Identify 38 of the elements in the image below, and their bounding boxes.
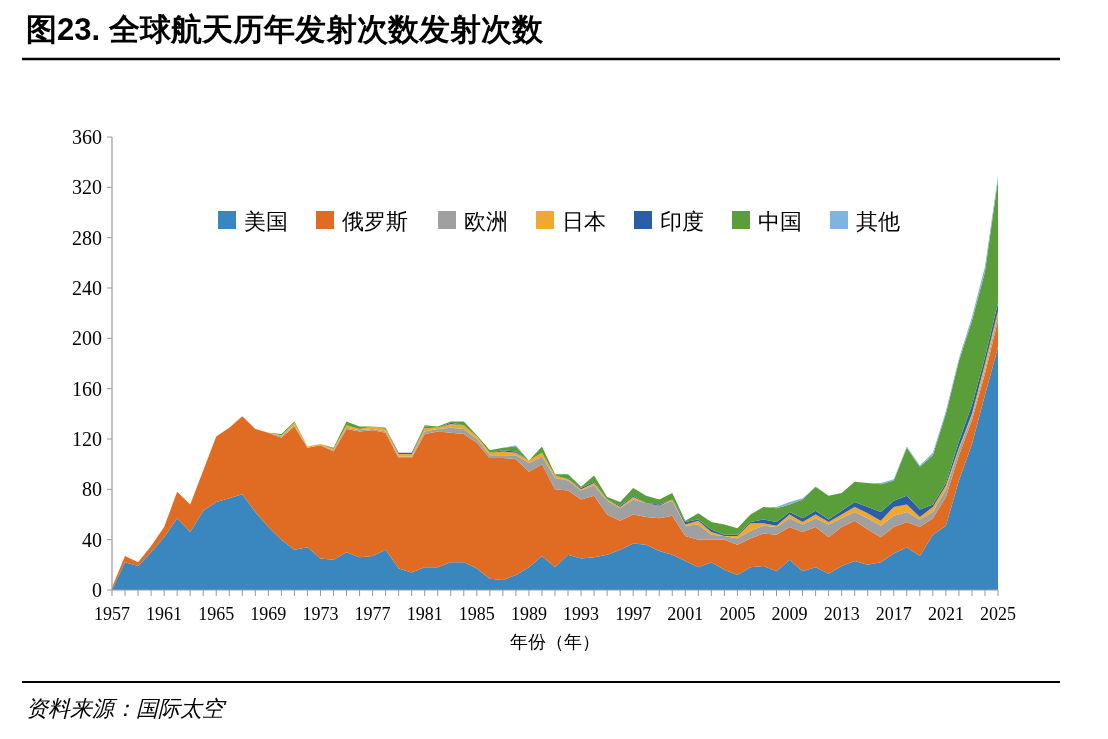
x-axis-title: 年份（年） — [510, 632, 600, 652]
text: 资料来源：国际太空 — [26, 696, 227, 721]
x-tick-label: 1977 — [354, 604, 391, 624]
legend-label: 中国 — [758, 209, 802, 234]
x-tick-label: 2005 — [719, 604, 756, 624]
x-tick-label: 1989 — [510, 604, 547, 624]
y-tick-label: 320 — [72, 176, 102, 199]
legend-label: 欧洲 — [464, 209, 508, 234]
x-tick-label: 2013 — [823, 604, 860, 624]
y-tick-label: 80 — [82, 478, 102, 501]
y-tick-label: 360 — [72, 126, 102, 148]
x-tick-label: 1961 — [146, 604, 183, 624]
x-tick-label: 1981 — [406, 604, 443, 624]
y-tick-label: 120 — [72, 428, 102, 450]
x-tick-label: 1969 — [250, 604, 287, 624]
legend-label: 日本 — [562, 209, 606, 234]
legend-label: 其他 — [856, 209, 900, 234]
x-tick-label: 2025 — [980, 604, 1016, 624]
y-tick-label: 160 — [72, 377, 102, 400]
x-tick-label: 2021 — [927, 604, 964, 624]
y-tick-label: 280 — [72, 226, 102, 249]
x-tick-label: 1973 — [302, 604, 339, 624]
x-tick-label: 1997 — [615, 604, 652, 624]
x-tick-label: 2009 — [771, 604, 808, 624]
x-tick-label: 1985 — [458, 604, 495, 624]
legend-label: 印度 — [660, 209, 704, 234]
y-tick-label: 200 — [72, 327, 102, 350]
y-tick-label: 0 — [92, 579, 102, 601]
legend-label: 俄罗斯 — [342, 209, 408, 234]
y-tick-label: 240 — [72, 277, 102, 299]
legend-label: 美国 — [244, 209, 288, 234]
x-tick-label: 1993 — [563, 604, 600, 624]
x-tick-label: 1957 — [94, 604, 130, 624]
chart-title: 图23. 全球航天历年发射次数发射次数 — [26, 12, 544, 47]
x-tick-label: 2017 — [875, 604, 912, 624]
x-tick-label: 2001 — [667, 604, 704, 624]
x-tick-label: 1965 — [198, 604, 235, 624]
y-tick-label: 40 — [82, 528, 102, 551]
